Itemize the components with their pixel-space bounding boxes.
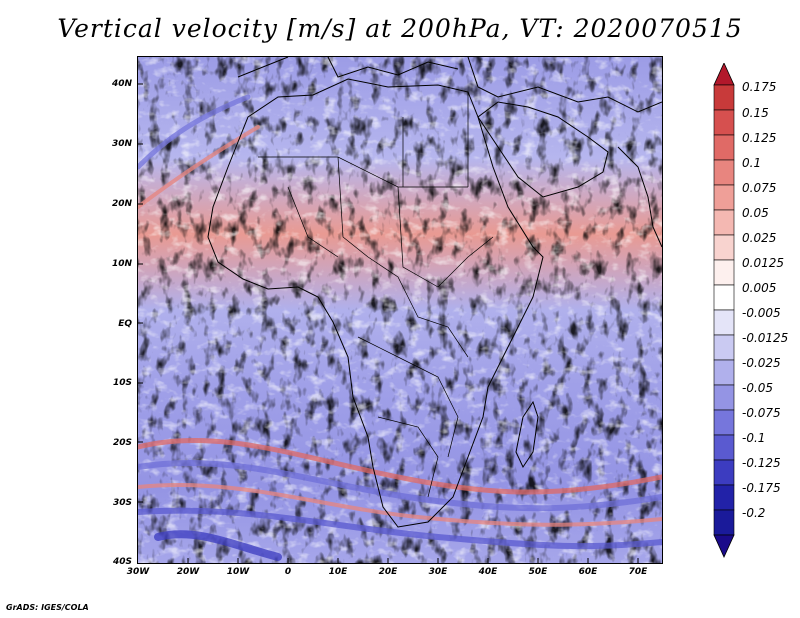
colorbar-label: -0.075: [742, 406, 781, 420]
lat-label: EQ: [118, 319, 132, 329]
lon-label: 50E: [528, 567, 548, 577]
colorbar-label: 0.05: [742, 206, 769, 220]
map-title: Vertical velocity [m/s] at 200hPa, VT: 2…: [57, 14, 743, 43]
colorbar-box: [713, 134, 735, 161]
lat-label: 30N: [111, 139, 132, 149]
colorbar-label: 0.005: [742, 281, 777, 295]
lat-label: 20S: [112, 438, 132, 448]
colorbar-label: -0.005: [742, 306, 781, 320]
colorbar-label: -0.125: [742, 456, 781, 470]
colorbar: [713, 63, 735, 558]
colorbar-box: [713, 209, 735, 236]
colorbar-label: -0.05: [742, 381, 774, 395]
colorbar-box: [713, 459, 735, 486]
colorbar-box: [713, 109, 735, 136]
lon-label: 10W: [226, 567, 250, 577]
mediterranean-europe: [237, 57, 662, 113]
colorbar-box: [713, 184, 735, 211]
colorbar-box: [713, 309, 735, 336]
lon-label: 40E: [478, 567, 498, 577]
lat-label: 10S: [112, 378, 132, 388]
lon-label: 70E: [628, 567, 648, 577]
colorbar-label: 0.125: [742, 131, 777, 145]
lon-label: 0: [284, 567, 292, 577]
lat-label: 40N: [111, 79, 132, 89]
colorbar-box: [713, 84, 735, 111]
colorbar-top-arrow: [713, 63, 735, 86]
colorbar-box: [713, 334, 735, 361]
lon-label: 30W: [126, 567, 150, 577]
map-plot-area[interactable]: [137, 56, 663, 564]
country-borders: [258, 92, 494, 498]
colorbar-box: [713, 434, 735, 461]
colorbar-box: [713, 284, 735, 311]
colorbar-bottom-arrow: [713, 534, 735, 558]
lon-label: 30E: [428, 567, 448, 577]
colorbar-label: 0.075: [742, 181, 777, 195]
colorbar-box: [713, 484, 735, 511]
velocity-field-map: [138, 57, 662, 563]
colorbar-box: [713, 159, 735, 186]
colorbar-label: -0.1: [742, 431, 766, 445]
colorbar-label: -0.175: [742, 481, 781, 495]
madagascar: [515, 400, 539, 469]
lat-label: 20N: [111, 199, 132, 209]
lat-label: 30S: [112, 498, 132, 508]
colorbar-label: 0.1: [742, 156, 762, 170]
lat-label: 10N: [111, 259, 132, 269]
lon-label: 10E: [328, 567, 348, 577]
colorbar-boxes: [713, 84, 735, 536]
colorbar-box: [713, 259, 735, 286]
colorbar-label: 0.175: [742, 80, 777, 94]
colorbar-label: -0.025: [742, 356, 781, 370]
colorbar-box: [713, 384, 735, 411]
colorbar-box: [713, 509, 735, 536]
colorbar-box: [713, 409, 735, 436]
southern-jet-streaks: [138, 94, 662, 561]
india-coast: [617, 146, 662, 248]
colorbar-label: 0.15: [742, 106, 769, 120]
grads-credit: GrADS: IGES/COLA: [6, 603, 89, 612]
colorbar-box: [713, 234, 735, 261]
colorbar-box: [713, 359, 735, 386]
grid-ticks: [138, 83, 639, 563]
lon-label: 60E: [578, 567, 598, 577]
lat-label: 40S: [112, 557, 132, 567]
colorbar-label: 0.025: [742, 231, 777, 245]
colorbar-label: -0.2: [742, 506, 766, 520]
lon-label: 20W: [176, 567, 200, 577]
colorbar-label: 0.0125: [742, 256, 784, 270]
colorbar-label: -0.0125: [742, 331, 789, 345]
lon-label: 20E: [378, 567, 398, 577]
arabian-peninsula: [477, 101, 609, 198]
